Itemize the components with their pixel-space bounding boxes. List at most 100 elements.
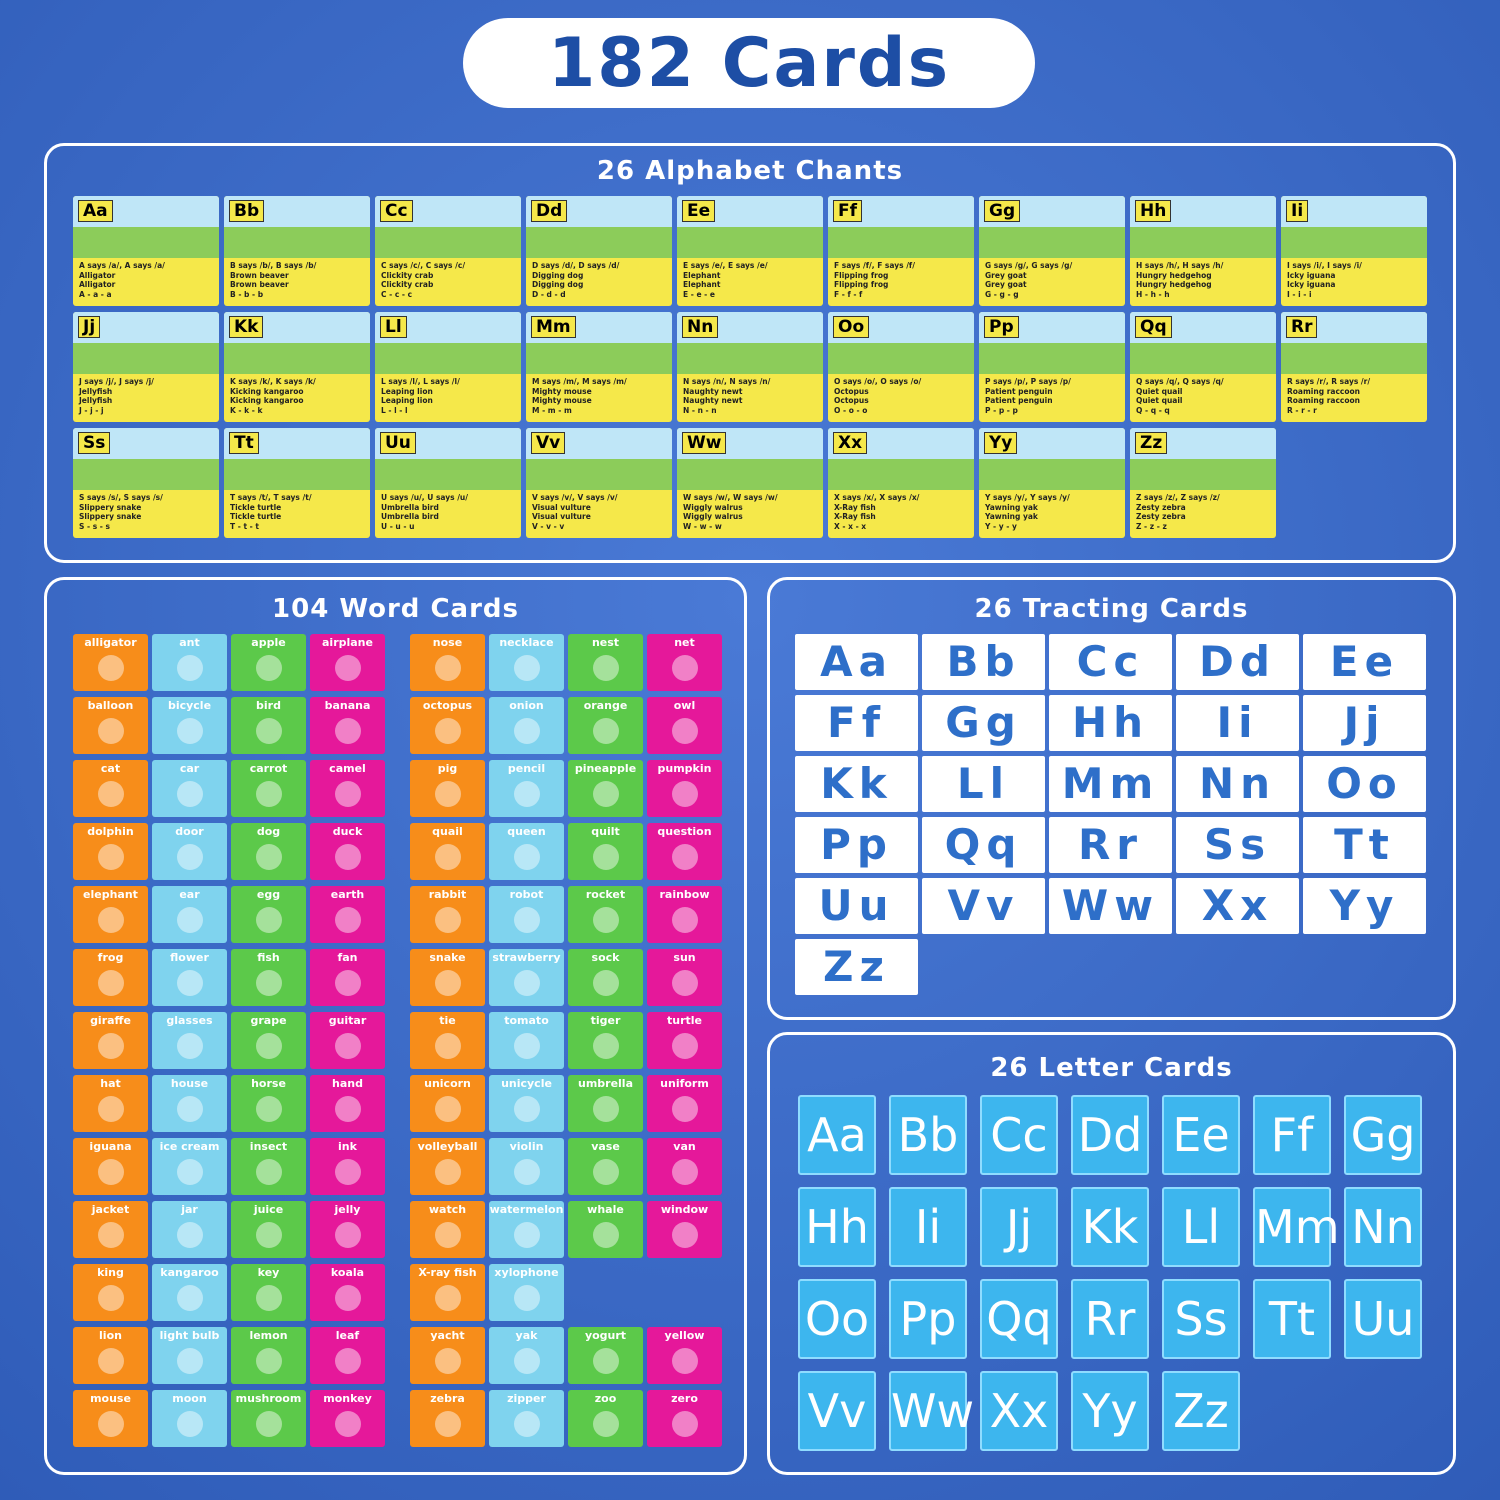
word-label: ant (179, 636, 200, 649)
word-card: giraffe (73, 1012, 148, 1069)
word-picture (513, 781, 540, 807)
chant-illustration: Yy (979, 428, 1125, 490)
word-picture (255, 1348, 282, 1374)
word-picture (671, 1033, 698, 1059)
tracing-card: Rr (1049, 817, 1172, 873)
chant-line: P - p - p (985, 405, 1018, 415)
letter-card: Xx (980, 1371, 1058, 1451)
chant-line: B says /b/, B says /b/ (230, 261, 317, 270)
word-label: volleyball (417, 1140, 478, 1153)
chant-text: V says /v/, V says /v/Visual vulture Visu… (526, 490, 672, 534)
word-picture (671, 1411, 698, 1437)
word-card: rocket (568, 886, 643, 943)
word-label: yacht (430, 1329, 465, 1342)
word-label: unicycle (501, 1077, 552, 1090)
chant-text: X says /x/, X says /x/X-Ray fish X-Ray fi… (828, 490, 974, 534)
word-label: fan (337, 951, 358, 964)
chant-line: O says /o/, O says /o/ (834, 377, 922, 386)
alphabet-chant-card: Dd D says /d/, D says /d/Digging dog Diggi… (526, 196, 672, 306)
word-label: violin (509, 1140, 544, 1153)
word-label: lion (99, 1329, 122, 1342)
chant-letter: Nn (682, 316, 719, 338)
word-label: ink (338, 1140, 357, 1153)
chant-line: V - v - v (532, 521, 565, 531)
word-picture (176, 1411, 203, 1437)
chant-line: A says /a/, A says /a/ (79, 261, 165, 270)
chant-line: C - c - c (381, 289, 413, 299)
word-picture (434, 718, 461, 744)
chant-line: Digging dog (532, 270, 584, 280)
word-card: question (647, 823, 722, 880)
word-card: ant (152, 634, 227, 691)
word-label: dolphin (87, 825, 134, 838)
chant-illustration: Ee (677, 196, 823, 258)
word-card: rabbit (410, 886, 485, 943)
chant-illustration: Ll (375, 312, 521, 374)
chant-text: W says /w/, W says /w/Wiggly walrus Wiggl… (677, 490, 823, 534)
tracing-card: Cc (1049, 634, 1172, 690)
word-picture (513, 718, 540, 744)
word-card: octopus (410, 697, 485, 754)
word-picture (255, 1159, 282, 1185)
chant-line: Jellyfish (79, 386, 113, 396)
word-card: watch (410, 1201, 485, 1258)
word-card: tie (410, 1012, 485, 1069)
word-picture (255, 655, 282, 681)
word-label: X-ray fish (418, 1266, 477, 1279)
chant-letter: Yy (984, 432, 1018, 454)
chant-line: Kicking kangaroo (230, 386, 304, 396)
alphabet-chant-card: Ff F says /f/, F says /f/Flipping frog Fli… (828, 196, 974, 306)
word-label: airplane (322, 636, 373, 649)
word-label: monkey (323, 1392, 372, 1405)
tracing-card: Bb (922, 634, 1045, 690)
word-label: juice (253, 1203, 284, 1216)
word-card: hand (310, 1075, 385, 1132)
word-card: iguana (73, 1138, 148, 1195)
word-card: pineapple (568, 760, 643, 817)
word-card: light bulb (152, 1327, 227, 1384)
word-picture (671, 907, 698, 933)
chant-line: J - j - j (79, 405, 104, 415)
chant-line: Z - z - z (1136, 521, 1167, 531)
word-label: earth (330, 888, 365, 901)
tracing-card: Yy (1303, 878, 1426, 934)
letter-card: Uu (1344, 1279, 1422, 1359)
word-label: window (660, 1203, 709, 1216)
alphabet-chant-card: Nn N says /n/, N says /n/Naughty newt Naug… (677, 312, 823, 422)
chant-letter: Rr (1286, 316, 1318, 338)
chant-illustration: Pp (979, 312, 1125, 374)
word-picture (334, 844, 361, 870)
panel-title: 26 Letter Cards (990, 1053, 1233, 1083)
word-picture (97, 781, 124, 807)
chant-line: Umbrella bird (381, 512, 439, 521)
word-picture (513, 1411, 540, 1437)
word-picture (255, 844, 282, 870)
chant-line: Leaping lion (381, 386, 433, 396)
word-card: apple (231, 634, 306, 691)
word-picture (255, 1033, 282, 1059)
chant-line: H says /h/, H says /h/ (1136, 261, 1224, 270)
chant-line: Yawning yak (985, 512, 1038, 521)
chant-text: H says /h/, H says /h/Hungry hedgehog Hun… (1130, 258, 1276, 302)
chant-line: X-Ray fish (834, 512, 876, 521)
word-card: key (231, 1264, 306, 1321)
word-card: flower (152, 949, 227, 1006)
tracing-card: Ll (922, 756, 1045, 812)
chant-illustration: Oo (828, 312, 974, 374)
chant-line: S says /s/, S says /s/ (79, 493, 163, 502)
word-label: jar (181, 1203, 198, 1216)
tracing-card: Hh (1049, 695, 1172, 751)
chant-line: Flipping frog (834, 280, 889, 289)
word-label: apple (251, 636, 286, 649)
chant-illustration: Cc (375, 196, 521, 258)
letter-card: Yy (1071, 1371, 1149, 1451)
word-card: quilt (568, 823, 643, 880)
tracing-card: Pp (795, 817, 918, 873)
chant-line: X - x - x (834, 521, 867, 531)
word-picture (176, 1348, 203, 1374)
word-card: vase (568, 1138, 643, 1195)
chant-line: A - a - a (79, 289, 112, 299)
word-label: bicycle (167, 699, 212, 712)
word-card: bicycle (152, 697, 227, 754)
word-picture (255, 1222, 282, 1248)
